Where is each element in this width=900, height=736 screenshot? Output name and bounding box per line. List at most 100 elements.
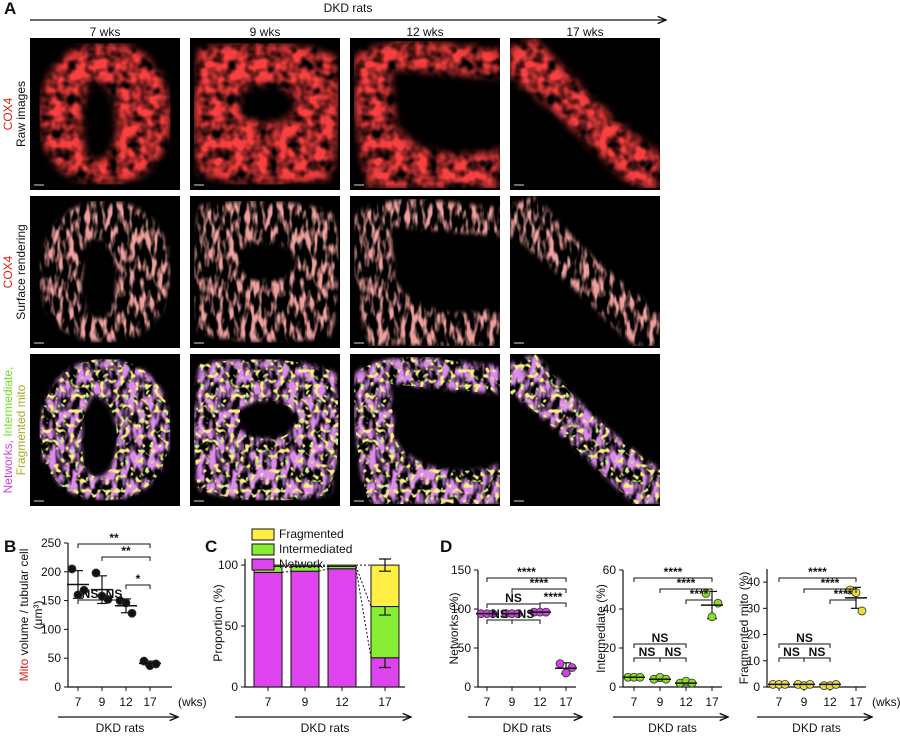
micrograph [350,38,500,190]
data-point [567,663,577,672]
axis [477,570,576,688]
micrograph [190,38,340,190]
x-tick-label: 9 [99,695,106,709]
y-axis-label-text: volume / tubular cell [17,549,31,659]
significance-bracket [803,657,831,662]
row-label-part: Fragmented mito [14,384,28,475]
legend-label: Network [279,557,324,571]
y-tick-label: 60 [603,563,617,577]
significance-label: **** [821,576,840,590]
row-label-part: COX4 [1,97,15,130]
y-tick-label: 100 [41,622,61,636]
y-tick-label: 250 [41,536,61,550]
row-label-part: Surface rendering [14,224,28,319]
data-point [857,606,867,616]
significance-bracket [633,577,713,582]
significance-bracket [486,577,567,582]
x-tick-label: 9 [302,695,309,709]
significance-label: ** [109,531,119,545]
significance-label: * [136,572,141,586]
error-bar [379,558,391,572]
significance-bracket [778,577,857,582]
significance-label: **** [834,587,853,601]
significance-bracket [685,599,713,604]
x-tick-label: 9 [801,695,808,709]
bar-segment [327,568,357,688]
significance-bracket [101,599,127,604]
data-point [73,590,83,600]
significance-label: **** [690,587,709,601]
row-label: Fragmented mito [14,384,28,475]
connector [318,568,329,572]
bar-segment [290,570,320,688]
row-label: Raw images [14,81,28,147]
column-label: 17 wks [566,25,603,39]
y-tick-label: 40 [603,602,617,616]
x-tick-label: 17 [705,695,719,709]
significance-label: NS [796,631,813,645]
x-tick-label: 12 [823,695,837,709]
micrograph [510,38,660,190]
legend-swatch [251,558,275,571]
row-label: COX4 [1,97,15,130]
x-tick-label: 7 [484,695,491,709]
y-tick-label: 50 [48,651,62,665]
bar-segment [327,564,357,567]
panel-label: C [205,537,217,556]
significance-label: ** [121,544,131,558]
y-axis-label: Fragmented mito (%) [737,572,751,685]
significance-bracket [659,588,713,593]
y-axis-label-colored: Mito [17,658,31,681]
row-label-part: COX4 [1,255,15,288]
y-axis-label: Proportion (%) [211,584,225,661]
x-axis-label: DKD rats [503,721,552,735]
micrograph [190,354,340,506]
y-axis-label: Networks (%) [447,592,461,664]
data-point [707,612,717,622]
significance-bracket [77,543,151,548]
significance-label: **** [544,590,563,604]
significance-label: NS [652,631,669,645]
bar-segment [290,564,320,567]
y-tick-label: 0 [54,680,61,694]
significance-label: NS [505,591,522,605]
panel-label: D [440,537,452,556]
connector [355,566,372,607]
y-axis-label-text: Proportion (%) [211,584,225,661]
x-tick-label: 12 [119,695,133,709]
panel-label: A [4,0,16,18]
y-tick-label: 200 [41,565,61,579]
significance-label: NS [518,607,535,621]
significance-label: NS [809,645,826,659]
micrograph [510,196,660,348]
x-tick-label: 7 [75,695,82,709]
x-tick-label: 12 [679,695,693,709]
significance-bracket [829,599,857,604]
x-tick-label: 12 [533,695,547,709]
significance-bracket [101,556,151,561]
significance-label: **** [677,576,696,590]
micrograph [510,354,660,506]
x-axis-label: DKD rats [792,721,841,735]
y-tick-label: 150 [41,594,61,608]
y-tick-label: 40 [747,575,761,589]
significance-bracket [486,603,541,608]
significance-label: NS [106,587,123,601]
x-tick-label: 17 [559,695,573,709]
x-tick-label: 7 [265,695,272,709]
x-tick-label: 12 [335,695,349,709]
significance-label: **** [530,576,549,590]
row-label-part: Networks, [1,437,15,494]
y-tick-label: 0 [231,680,238,694]
y-axis-label-text: Networks (%) [447,592,461,664]
x-axis-label: DKD rats [96,721,145,735]
significance-label: **** [808,565,827,579]
x-tick-label: 17 [849,695,863,709]
data-point [67,564,77,574]
legend-label: Intermediated [279,542,352,556]
significance-label: NS [491,607,508,621]
row-label-part: Raw images [14,81,28,147]
y-tick-label: 0 [464,680,471,694]
x-tick-label: 9 [509,695,516,709]
